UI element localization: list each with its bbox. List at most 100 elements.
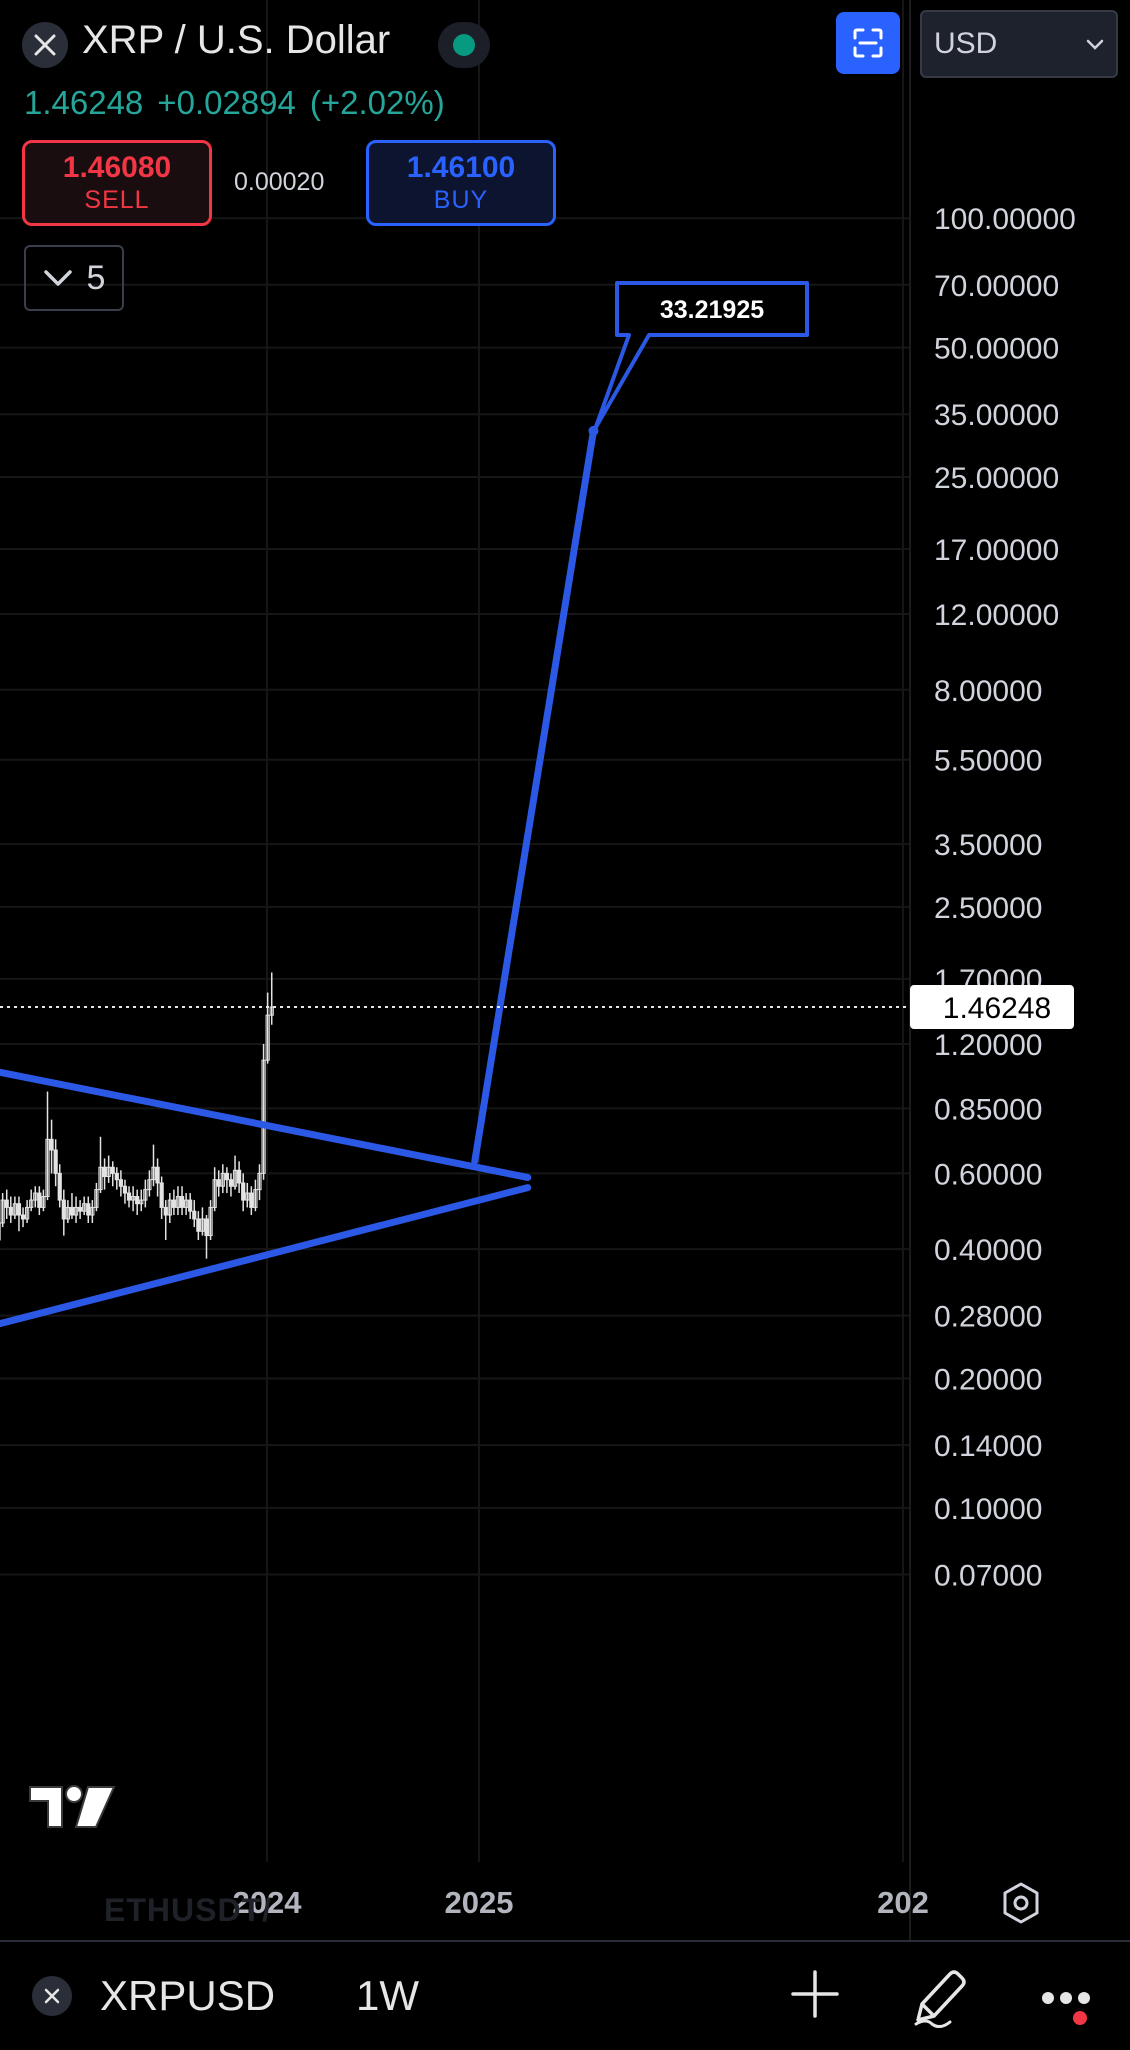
candle-body (205, 1219, 208, 1236)
price-tick-label: 50.00000 (934, 333, 1059, 366)
sell-price: 1.46080 (63, 151, 171, 185)
price-tick-label: 0.85000 (934, 1093, 1042, 1126)
candle-body (193, 1211, 196, 1219)
price-tick-label: 25.00000 (934, 462, 1059, 495)
candle-body (103, 1167, 106, 1176)
hexagon-settings-icon[interactable] (998, 1880, 1044, 1926)
buy-button[interactable]: 1.46100 BUY (366, 140, 556, 226)
more-icon[interactable] (1038, 1964, 1098, 2028)
candle-body (115, 1173, 118, 1179)
price-tick-label: 0.28000 (934, 1301, 1042, 1334)
price-tick-label: 1.20000 (934, 1029, 1042, 1062)
candle-body (156, 1167, 159, 1183)
market-status-indicator[interactable] (438, 22, 490, 68)
price-tick-label: 8.00000 (934, 675, 1042, 708)
indicators-count: 5 (87, 259, 106, 298)
price-change: +0.02894 (157, 84, 296, 121)
candle-body (189, 1200, 192, 1211)
candle-body (180, 1197, 183, 1208)
candle-body (136, 1197, 139, 1204)
candle-body (172, 1200, 175, 1207)
close-icon (33, 33, 57, 57)
sell-label: SELL (84, 185, 149, 215)
currency-value: USD (934, 27, 997, 61)
last-price-tag: 1.46248 (910, 985, 1074, 1029)
candle-body (111, 1167, 114, 1173)
quote-summary: 1.46248 +0.02894 (+2.02%) (24, 84, 459, 122)
candle-body (164, 1207, 167, 1215)
interval-selector[interactable]: 1W (356, 1972, 419, 2020)
candle-body (50, 1139, 53, 1150)
candle-body (70, 1207, 73, 1215)
indicators-toggle[interactable]: 5 (24, 245, 124, 311)
candle-body (238, 1170, 241, 1183)
price-tick-label: 12.00000 (934, 599, 1059, 632)
candle-body (79, 1207, 82, 1211)
fullscreen-button[interactable] (836, 12, 900, 74)
close-chart-button[interactable] (22, 22, 68, 68)
price-tick-label: 5.50000 (934, 745, 1042, 778)
price-chart[interactable]: 100.00000 70.00000 50.00000 35.00000 25.0000… (0, 0, 1130, 1940)
price-tick-label: 3.50000 (934, 829, 1042, 862)
price-target-label: 33.21925 (660, 296, 764, 324)
candle-body (197, 1219, 200, 1231)
buy-price: 1.46100 (407, 151, 515, 185)
candle-body (119, 1180, 122, 1187)
candle-body (58, 1173, 61, 1200)
plus-icon[interactable] (790, 1964, 840, 2024)
fullscreen-icon (851, 26, 885, 60)
price-target-callout[interactable]: 33.21925 (595, 283, 807, 428)
candle-body (9, 1207, 12, 1215)
buy-label: BUY (434, 185, 488, 215)
price-tick-label: 0.14000 (934, 1430, 1042, 1463)
symbol-close-button[interactable] (32, 1976, 72, 2016)
candle-body (21, 1215, 24, 1219)
candle-body (217, 1180, 220, 1187)
candle-body (160, 1183, 163, 1207)
last-price-label: 1.46248 (943, 992, 1051, 1025)
price-tick-label: 100.00000 (934, 203, 1076, 236)
price-tick-label: 0.20000 (934, 1363, 1042, 1396)
candle-body (54, 1150, 57, 1173)
price-tick-label: 70.00000 (934, 270, 1059, 303)
candle-body (225, 1173, 228, 1179)
candle-body (242, 1183, 245, 1200)
trendline-projection (475, 431, 594, 1161)
close-icon (43, 1987, 61, 2005)
price-change-percent: (+2.02%) (310, 84, 445, 121)
status-dot-icon (453, 34, 475, 56)
bottom-toolbar: XRPUSD 1W (0, 1940, 1130, 2050)
candle-body (123, 1186, 126, 1193)
candle-body (38, 1193, 41, 1207)
price-tick-label: 2.50000 (934, 892, 1042, 925)
last-price: 1.46248 (24, 84, 143, 121)
chevron-down-icon (1086, 38, 1104, 50)
pencil-icon[interactable] (910, 1964, 970, 2028)
watermark-text: ETHUSDT/ (104, 1892, 272, 1929)
candle-body (17, 1204, 20, 1215)
trendlines (0, 426, 598, 1328)
candle-body (229, 1180, 232, 1187)
price-tick-label: 0.40000 (934, 1234, 1042, 1267)
candle-body (62, 1200, 65, 1219)
spread-value: 0.00020 (234, 168, 324, 197)
price-tick-label: 17.00000 (934, 534, 1059, 567)
candle-body (250, 1193, 253, 1207)
price-tick-label: 35.00000 (934, 399, 1059, 432)
price-tick-label: 0.60000 (934, 1158, 1042, 1191)
tradingview-logo (28, 1783, 116, 1831)
candle-body (5, 1200, 8, 1207)
time-tick-label: 2025 (445, 1885, 514, 1920)
candle-body (87, 1204, 90, 1215)
time-tick-label: 202 (877, 1885, 929, 1920)
price-tick-label: 0.10000 (934, 1493, 1042, 1526)
currency-select[interactable]: USD (920, 10, 1118, 78)
candle-series (0, 972, 273, 1302)
price-tick-label: 0.07000 (934, 1559, 1042, 1592)
symbol-selector[interactable]: XRPUSD (100, 1972, 275, 2020)
candle-body (127, 1193, 130, 1200)
symbol-title[interactable]: XRP / U.S. Dollar (82, 18, 390, 63)
price-axis: 100.00000 70.00000 50.00000 35.00000 25.0000… (934, 203, 1076, 1592)
sell-button[interactable]: 1.46080 SELL (22, 140, 212, 226)
